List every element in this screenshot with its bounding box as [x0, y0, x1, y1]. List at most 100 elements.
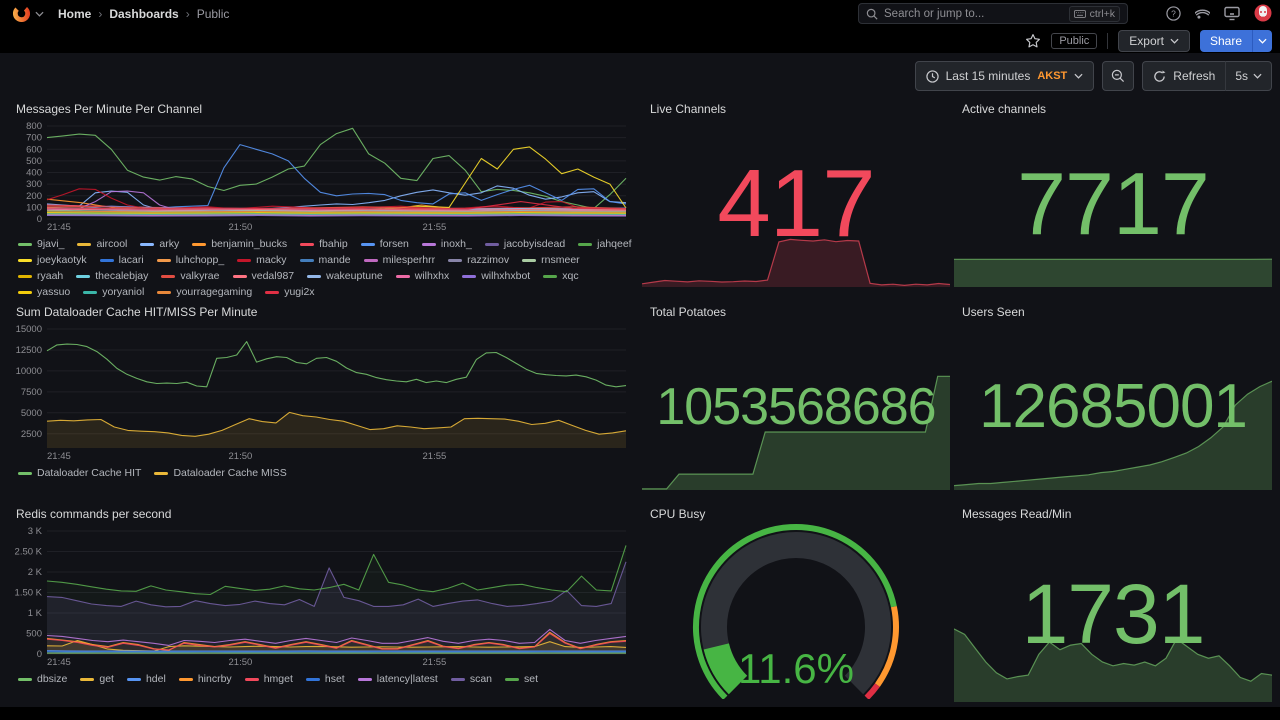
legend-item[interactable]: milesperhrr	[363, 254, 435, 266]
spark-line	[642, 375, 950, 490]
legend-item[interactable]: hmget	[244, 673, 293, 685]
timeseries-chart[interactable]: 0 100 200 300 400 500 600 700 800 21:45 21:50 21:55	[10, 121, 630, 233]
panel-title[interactable]: Redis commands per second	[16, 507, 172, 521]
legend-item[interactable]: xqc	[543, 270, 579, 282]
legend-item[interactable]: yassuo	[18, 286, 70, 298]
panel-dataloader-cache: Sum Dataloader Cache HIT/MISS Per Minute…	[8, 298, 632, 495]
spark-area	[954, 381, 1272, 490]
panel-users-seen: Users Seen 12685001	[953, 298, 1273, 495]
refresh-button[interactable]: Refresh	[1142, 61, 1226, 91]
panel-title[interactable]: Live Channels	[650, 102, 727, 116]
legend-item[interactable]: yourragegaming	[157, 286, 252, 298]
legend-item[interactable]: vedal987	[232, 270, 294, 282]
legend-label: jacobyisdead	[503, 238, 566, 250]
legend-item[interactable]: dbsize	[18, 673, 67, 685]
legend-item[interactable]: benjamin_bucks	[192, 238, 287, 250]
gauge-value-label: 11.6%	[738, 645, 854, 692]
timeseries-chart[interactable]: 0 500 1 K 1.50 K 2 K 2.50 K 3 K 21:45 21:50 21:55	[10, 526, 630, 668]
refresh-interval-picker[interactable]: 5s	[1225, 61, 1272, 91]
y-axis-tick-label: 800	[26, 121, 42, 132]
timeseries-chart[interactable]: 2500 5000 7500 10000 12500 15000 21:45 21:50 21:…	[10, 324, 630, 462]
y-axis-tick-label: 2500	[21, 429, 42, 440]
panel-title[interactable]: CPU Busy	[650, 507, 706, 521]
legend-item[interactable]: rnsmeer	[522, 254, 580, 266]
user-avatar[interactable]	[1254, 4, 1272, 22]
timezone-label: AKST	[1037, 70, 1068, 82]
legend-item[interactable]: set	[505, 673, 538, 685]
panel-title[interactable]: Sum Dataloader Cache HIT/MISS Per Minute	[16, 305, 258, 319]
legend-item[interactable]: jahqeef	[578, 238, 632, 250]
star-icon[interactable]	[1025, 33, 1041, 49]
legend-item[interactable]: latency|latest	[357, 673, 438, 685]
legend-item[interactable]: wilhxhxbot	[462, 270, 530, 282]
legend-item[interactable]: scan	[450, 673, 492, 685]
news-rss-icon[interactable]	[1195, 6, 1210, 21]
legend-item[interactable]: arky	[140, 238, 179, 250]
panel-title[interactable]: Messages Read/Min	[962, 507, 1072, 521]
time-range-picker[interactable]: Last 15 minutes AKST	[914, 61, 1095, 91]
panel-live-channels: Live Channels 417	[641, 95, 951, 292]
legend-item[interactable]: inoxh_	[421, 238, 472, 250]
legend-item[interactable]: hset	[305, 673, 345, 685]
legend-item[interactable]: wilhxhx	[395, 270, 449, 282]
legend-item[interactable]: mande	[299, 254, 351, 266]
org-switcher[interactable]	[12, 4, 44, 23]
legend-label: latency|latest	[376, 673, 438, 685]
export-button[interactable]: Export	[1118, 30, 1190, 52]
help-icon[interactable]: ?	[1166, 5, 1181, 21]
legend-item[interactable]: razzimov	[448, 254, 509, 266]
panel-title[interactable]: Users Seen	[962, 305, 1025, 319]
legend-item[interactable]: 9javi_	[18, 238, 64, 250]
y-axis-tick-label: 300	[26, 179, 42, 190]
legend-item[interactable]: thecalebjay	[76, 270, 148, 282]
legend-item[interactable]: forsen	[360, 238, 409, 250]
legend-swatch	[99, 258, 114, 262]
legend-item[interactable]: ryaah	[18, 270, 63, 282]
legend-item[interactable]: aircool	[77, 238, 127, 250]
legend-item[interactable]: jacobyisdead	[484, 238, 566, 250]
refresh-icon	[1154, 70, 1166, 82]
share-button[interactable]: Share	[1199, 30, 1252, 52]
share-menu-caret[interactable]	[1252, 30, 1272, 52]
y-axis-tick-label: 2.50 K	[15, 547, 43, 558]
legend-label: thecalebjay	[95, 270, 149, 282]
legend-label: hdel	[145, 673, 166, 685]
legend-item[interactable]: yugi2x	[265, 286, 315, 298]
breadcrumb-dashboards[interactable]: Dashboards	[109, 6, 179, 21]
legend-item[interactable]: valkyrae	[161, 270, 220, 282]
legend-item[interactable]: hincrby	[178, 673, 232, 685]
series-area	[47, 561, 626, 654]
series-line	[46, 127, 627, 210]
breadcrumb-home[interactable]: Home	[58, 6, 92, 21]
legend-item[interactable]: macky	[237, 254, 287, 266]
legend-swatch	[83, 290, 98, 294]
legend-swatch	[360, 242, 375, 246]
legend-swatch	[156, 258, 171, 262]
search-shortcut: ctrl+k	[1068, 5, 1120, 22]
panel-title[interactable]: Total Potatoes	[650, 305, 727, 319]
legend-item[interactable]: hdel	[126, 673, 166, 685]
legend-label: forsen	[379, 238, 409, 250]
legend-label: rnsmeer	[541, 254, 580, 266]
legend-item[interactable]: joeykaotyk	[18, 254, 87, 266]
search-input[interactable]: Search or jump to... ctrl+k	[858, 3, 1128, 24]
x-axis-tick-label: 21:45	[47, 657, 71, 668]
legend-item[interactable]: luhchopp_	[156, 254, 224, 266]
legend-label: benjamin_bucks	[211, 238, 288, 250]
panel-title[interactable]: Active channels	[962, 102, 1047, 116]
legend-item[interactable]: fbahip	[300, 238, 348, 250]
panel-title[interactable]: Messages Per Minute Per Channel	[16, 102, 203, 116]
legend-item[interactable]: Dataloader Cache HIT	[18, 467, 141, 479]
legend-label: lacari	[118, 254, 144, 266]
legend-item[interactable]: yoryaniol	[83, 286, 144, 298]
stat-value: 12685001	[979, 372, 1248, 441]
legend-item[interactable]: lacari	[99, 254, 144, 266]
y-axis-tick-label: 3 K	[28, 526, 43, 537]
legend-item[interactable]: Dataloader Cache MISS	[154, 467, 287, 479]
legend-item[interactable]: get	[80, 673, 114, 685]
legend-swatch	[18, 677, 32, 681]
legend-item[interactable]: wakeuptune	[307, 270, 383, 282]
y-axis-tick-label: 2 K	[28, 567, 43, 578]
zoom-out-button[interactable]	[1102, 61, 1135, 91]
monitor-icon[interactable]	[1224, 6, 1240, 21]
